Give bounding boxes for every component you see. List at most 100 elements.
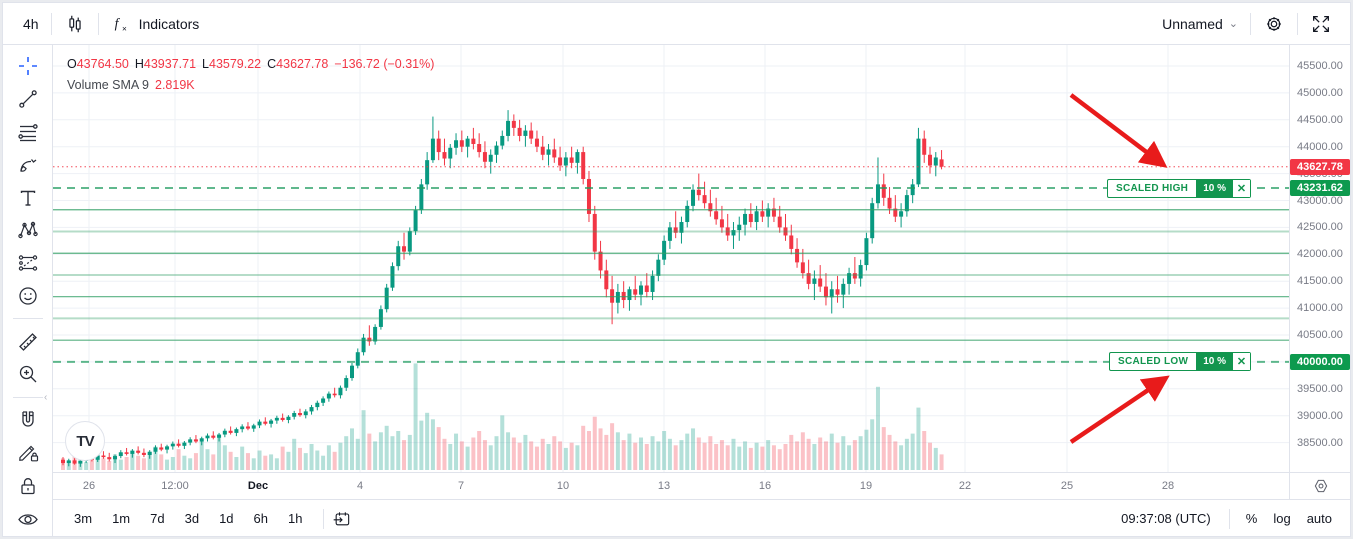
axis-settings-icon[interactable] bbox=[1312, 477, 1330, 495]
text-icon bbox=[20, 190, 35, 206]
time-axis[interactable]: 26 12:00 Dec 4 7 10 13 16 19 22 25 28 bbox=[53, 472, 1289, 499]
fullscreen-button[interactable] bbox=[1300, 9, 1342, 39]
sidebar-collapse-handle[interactable]: ‹ bbox=[44, 391, 48, 403]
price-tick: 38500.00 bbox=[1297, 436, 1343, 449]
price-tick: 41500.00 bbox=[1297, 275, 1343, 288]
log-scale-button[interactable]: log bbox=[1273, 511, 1291, 526]
auto-scale-button[interactable]: auto bbox=[1306, 511, 1332, 526]
toolbar-divider bbox=[1250, 12, 1251, 35]
last-price-badge: 43627.78 bbox=[1290, 158, 1350, 175]
price-tick: 45000.00 bbox=[1297, 86, 1343, 99]
settings-button[interactable] bbox=[1253, 9, 1295, 39]
scaled-low-order-label[interactable]: SCALED LOW 10 % ✕ bbox=[1108, 352, 1251, 372]
tool-measure[interactable] bbox=[11, 327, 45, 356]
range-button-7d[interactable]: 7d bbox=[150, 511, 165, 526]
sidebar-divider bbox=[12, 318, 43, 320]
forecast-icon bbox=[18, 255, 37, 271]
price-tick: 45500.00 bbox=[1297, 60, 1343, 72]
chart-style-button[interactable] bbox=[54, 9, 96, 39]
range-button-1m[interactable]: 1m bbox=[112, 511, 131, 526]
top-toolbar: 4h f × Indicators Unnamed ⌄ bbox=[3, 3, 1350, 45]
lock-icon bbox=[20, 477, 35, 494]
time-tick: 22 bbox=[958, 480, 972, 492]
volume-label: Volume SMA 9 bbox=[67, 77, 149, 92]
tool-hide-all[interactable] bbox=[11, 504, 45, 533]
scaled-high-order-label[interactable]: SCALED HIGH 10 % ✕ bbox=[1107, 178, 1251, 198]
tool-fib-retracement[interactable] bbox=[11, 118, 45, 147]
sidebar-divider bbox=[12, 396, 43, 398]
tool-edit-drawings[interactable] bbox=[11, 439, 45, 468]
eye-icon bbox=[17, 513, 38, 525]
time-tick: 7 bbox=[457, 480, 465, 492]
scaled-low-badge: 40000.00 bbox=[1290, 353, 1350, 370]
magnet-icon bbox=[21, 411, 34, 427]
time-tick: 16 bbox=[758, 480, 772, 492]
chevron-down-icon: ⌄ bbox=[1228, 18, 1238, 30]
range-button-6h[interactable]: 6h bbox=[253, 511, 268, 526]
tool-brush[interactable] bbox=[11, 150, 45, 179]
time-tick: 13 bbox=[657, 480, 671, 492]
tool-xabcd-pattern[interactable] bbox=[11, 216, 45, 245]
scaled-high-badge: 43231.62 bbox=[1290, 180, 1350, 197]
tool-lock-all[interactable] bbox=[11, 471, 45, 500]
chart-pane[interactable]: O43764.50 H43937.71 L43579.22 C43627.78 … bbox=[53, 45, 1289, 472]
price-tick: 44000.00 bbox=[1297, 140, 1343, 153]
price-tick: 42500.00 bbox=[1297, 221, 1343, 234]
footer-divider bbox=[1228, 508, 1230, 529]
open-value: 43764.50 bbox=[76, 56, 129, 71]
interval-button[interactable]: 4h bbox=[13, 9, 49, 39]
scaled-low-text: SCALED LOW bbox=[1117, 356, 1189, 368]
tool-crosshair[interactable] bbox=[11, 52, 45, 81]
candlestick-chart bbox=[53, 45, 1289, 472]
time-tick: 12:00 bbox=[161, 480, 189, 492]
range-button-1d[interactable]: 1d bbox=[219, 511, 234, 526]
low-label: L bbox=[202, 56, 209, 71]
pencil-lock-icon bbox=[18, 445, 38, 462]
price-tick: 44500.00 bbox=[1297, 113, 1343, 126]
drawing-toolbar: ‹ bbox=[3, 45, 53, 536]
range-button-3d[interactable]: 3d bbox=[184, 511, 200, 526]
zoom-in-icon bbox=[19, 366, 36, 383]
tool-forecast[interactable] bbox=[11, 249, 45, 278]
gear-icon bbox=[1267, 16, 1281, 31]
ohlc-row: O43764.50 H43937.71 L43579.22 C43627.78 … bbox=[67, 53, 434, 74]
xabcd-pattern-icon bbox=[17, 222, 38, 239]
clock-button[interactable]: 09:37:08 (UTC) bbox=[1121, 511, 1211, 526]
tool-zoom-in[interactable] bbox=[11, 360, 45, 389]
change-value: −136.72 (−0.31%) bbox=[334, 56, 435, 71]
price-tick: 43000.00 bbox=[1297, 194, 1343, 207]
range-button-3m[interactable]: 3m bbox=[74, 511, 93, 526]
time-tick: Dec bbox=[247, 480, 269, 492]
fx-icon: f × bbox=[114, 15, 126, 33]
indicators-button[interactable]: f × Indicators bbox=[101, 9, 210, 39]
time-tick: 25 bbox=[1060, 480, 1074, 492]
layout-name-button[interactable]: Unnamed ⌄ bbox=[1152, 9, 1248, 39]
tool-trend-line[interactable] bbox=[11, 85, 45, 114]
volume-row: Volume SMA 9 2.819K bbox=[67, 74, 434, 95]
scaled-high-close-icon[interactable]: ✕ bbox=[1233, 179, 1250, 197]
tool-text[interactable] bbox=[11, 183, 45, 212]
tool-magnet[interactable] bbox=[11, 406, 45, 435]
scaled-low-close-icon[interactable]: ✕ bbox=[1233, 353, 1250, 371]
tradingview-logo[interactable]: TV bbox=[65, 421, 105, 461]
range-buttons: 3m 1m 7d 3d 1d 6h 1h bbox=[67, 508, 315, 529]
fullscreen-icon bbox=[1313, 15, 1329, 32]
tool-emoji[interactable] bbox=[11, 281, 45, 310]
high-value: 43937.71 bbox=[143, 56, 197, 71]
toolbar-divider bbox=[1297, 12, 1298, 35]
time-tick: 19 bbox=[859, 480, 873, 492]
time-tick: 4 bbox=[356, 480, 364, 492]
indicators-label: Indicators bbox=[138, 15, 200, 32]
interval-label: 4h bbox=[23, 15, 39, 32]
go-to-date-icon[interactable] bbox=[332, 509, 352, 529]
brush-icon bbox=[19, 158, 36, 172]
price-axis[interactable]: 45500.0045000.0044500.0044000.0043500.00… bbox=[1289, 45, 1350, 472]
layout-name-label: Unnamed bbox=[1162, 15, 1223, 32]
percent-scale-button[interactable]: % bbox=[1245, 511, 1258, 526]
close-label: C bbox=[267, 56, 277, 71]
time-tick: 26 bbox=[82, 480, 96, 492]
price-tick: 40500.00 bbox=[1297, 329, 1343, 341]
range-button-1h[interactable]: 1h bbox=[288, 511, 303, 526]
